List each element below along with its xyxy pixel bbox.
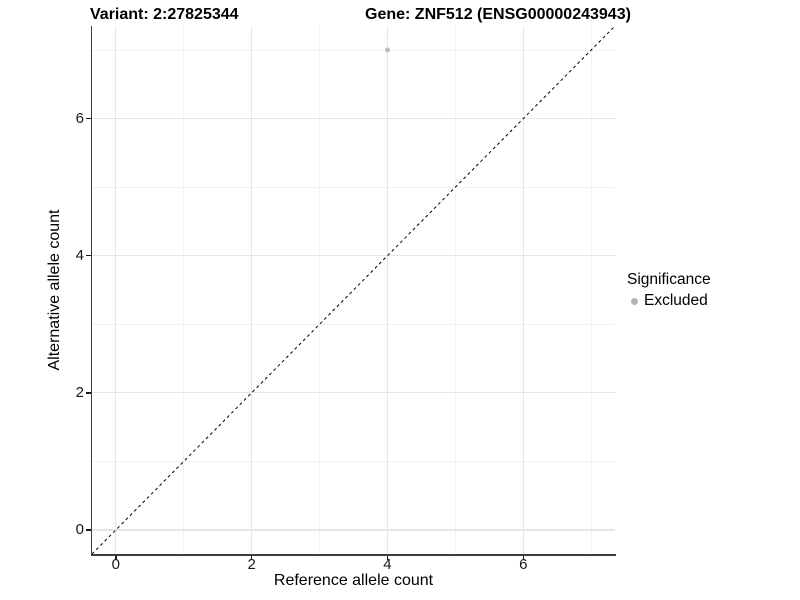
y-tick-label: 2 <box>75 383 84 401</box>
gridline-y-minor <box>92 323 615 325</box>
gridline-y-minor <box>92 460 615 462</box>
legend-title: Significance <box>627 271 711 288</box>
y-tick-mark <box>85 392 91 394</box>
legend-item-excluded: Excluded <box>627 292 711 310</box>
gridline-x-minor <box>183 26 185 554</box>
x-tick-mark <box>250 555 253 560</box>
gridline-x-major <box>522 26 524 554</box>
x-tick-mark <box>115 555 117 560</box>
gridline-x-minor <box>590 26 592 554</box>
plot-panel <box>92 26 615 554</box>
gridline-y-minor <box>92 186 615 188</box>
gridline-x-major <box>115 26 117 554</box>
x-tick-label: 2 <box>247 556 256 573</box>
y-axis-title: Alternative allele count <box>46 209 63 371</box>
y-tick-label: 4 <box>75 246 84 264</box>
y-tick-mark <box>85 117 91 120</box>
title-variant: Variant: 2:27825344 <box>90 6 239 23</box>
gridline-x-minor <box>454 26 456 554</box>
gridline-x-major <box>386 26 389 554</box>
gridline-y-major <box>92 117 615 120</box>
x-axis-line <box>90 554 616 556</box>
legend: Significance Excluded <box>627 271 711 310</box>
y-tick-mark <box>85 254 91 257</box>
gridline-y-minor <box>92 49 615 51</box>
gridline-y-major <box>92 392 615 394</box>
legend-point-icon <box>631 297 638 305</box>
gridline-x-major <box>251 26 253 554</box>
x-axis-title: Reference allele count <box>273 572 434 589</box>
y-tick-label: 0 <box>75 521 84 538</box>
gridline-y-major <box>92 529 615 531</box>
legend-item-label: Excluded <box>644 292 708 309</box>
x-tick-mark <box>522 555 525 560</box>
x-tick-label: 4 <box>383 556 392 573</box>
x-tick-label: 0 <box>111 556 120 573</box>
y-tick-label: 6 <box>75 109 84 127</box>
y-axis-line <box>90 26 92 556</box>
gridline-y-major <box>92 255 615 257</box>
y-tick-mark <box>85 529 91 531</box>
x-tick-label: 6 <box>519 556 528 573</box>
x-tick-mark <box>386 555 389 560</box>
title-gene: Gene: ZNF512 (ENSG00000243943) <box>365 6 631 23</box>
gridline-x-minor <box>319 26 321 554</box>
